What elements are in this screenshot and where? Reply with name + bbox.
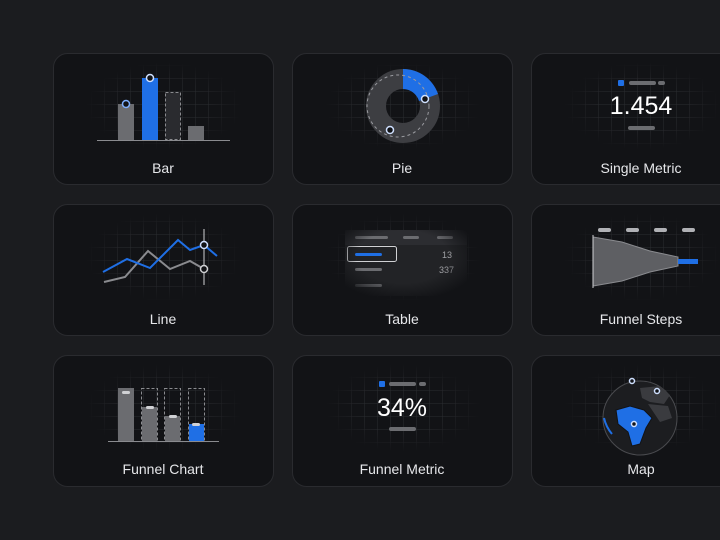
card-funnel-steps[interactable]: Funnel Steps — [531, 204, 720, 336]
icon-bar — [142, 78, 158, 140]
card-label: Funnel Metric — [360, 461, 445, 477]
icon-pill — [389, 427, 416, 431]
icon-pill — [658, 81, 665, 85]
metric-value: 34% — [377, 394, 427, 422]
icon-dot — [420, 94, 430, 104]
icon-arc — [603, 417, 613, 435]
metric-value: 1.454 — [610, 92, 673, 120]
card-bar[interactable]: Bar — [53, 53, 274, 185]
icon-dot — [385, 125, 395, 135]
icon-bar — [188, 126, 204, 140]
icon-dashed — [366, 74, 430, 138]
card-label: Table — [385, 311, 419, 327]
icon-bar — [118, 104, 134, 140]
icon-pill — [146, 406, 154, 409]
icon-pill — [628, 126, 655, 130]
icon-bar — [118, 388, 134, 441]
icon-dot — [653, 387, 661, 395]
card-label: Single Metric — [601, 160, 682, 176]
icon-square — [379, 381, 385, 387]
card-line[interactable]: Line — [53, 204, 274, 336]
icon-bar — [165, 92, 181, 140]
card-pie[interactable]: Pie — [292, 53, 513, 185]
icon-dot — [199, 240, 209, 250]
fade — [86, 62, 242, 150]
icon-dot — [121, 99, 131, 109]
icon-pill — [192, 423, 200, 426]
icon-bar — [142, 407, 157, 441]
card-funnel-metric[interactable]: 34% Funnel Metric — [292, 355, 513, 487]
icon-pill — [122, 391, 130, 394]
icon-square — [618, 80, 624, 86]
icon-pill — [169, 415, 177, 418]
fade — [325, 364, 481, 452]
card-label: Bar — [152, 160, 174, 176]
card-map[interactable]: Map — [531, 355, 720, 487]
icon-dot — [199, 264, 209, 274]
card-label: Map — [627, 461, 654, 477]
fade — [86, 213, 242, 301]
icon-bar — [189, 424, 204, 441]
icon-pill — [682, 228, 695, 232]
card-label: Line — [150, 311, 177, 327]
icon-pill — [654, 228, 667, 232]
icon-step — [678, 259, 698, 264]
icon-land — [640, 386, 672, 422]
card-label: Pie — [392, 160, 412, 176]
card-label: Funnel Chart — [123, 461, 204, 477]
icon-pill — [626, 228, 639, 232]
icon-pill — [598, 228, 611, 232]
card-label: Funnel Steps — [600, 311, 683, 327]
fade — [325, 213, 481, 301]
card-table[interactable]: 13 337 Table — [292, 204, 513, 336]
icon-pill — [389, 382, 416, 386]
icon-bar — [165, 416, 180, 441]
card-single-metric[interactable]: 1.454 Single Metric — [531, 53, 720, 185]
icon-slice — [403, 69, 438, 101]
icon-funnel — [592, 236, 679, 287]
icon-dot — [630, 420, 638, 428]
fade — [564, 62, 720, 150]
icon-pill — [419, 382, 426, 386]
card-funnel-chart[interactable]: Funnel Chart — [53, 355, 274, 487]
icon-pill — [629, 81, 656, 85]
icon-dot — [145, 73, 155, 83]
icon-dot — [628, 377, 636, 385]
